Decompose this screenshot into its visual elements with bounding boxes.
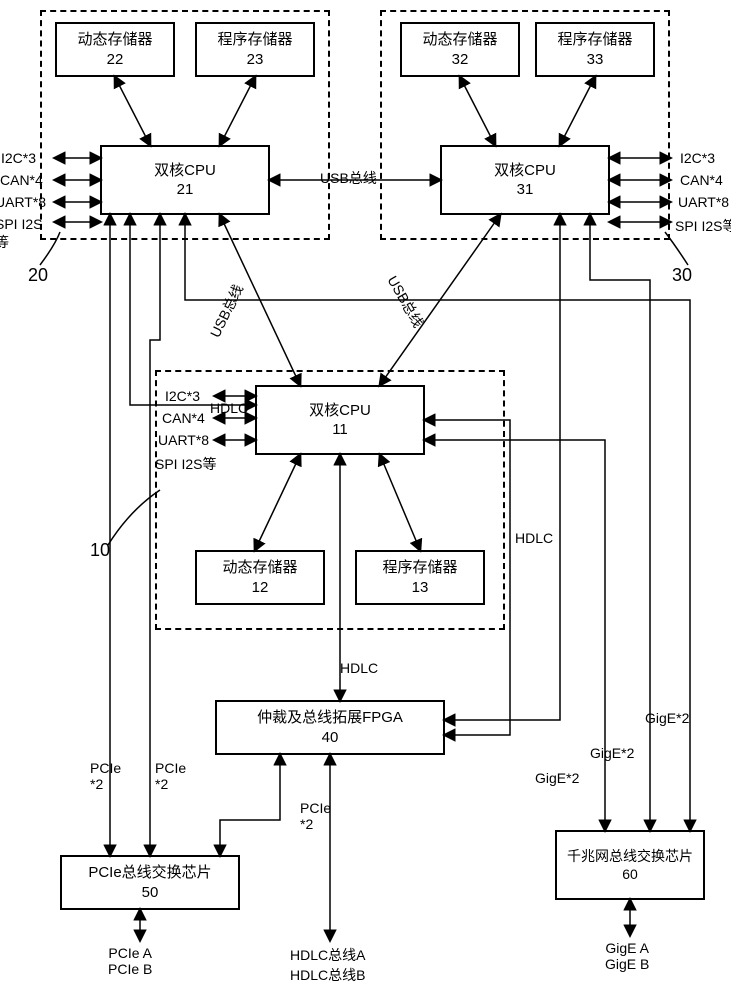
num: 13 (412, 578, 429, 598)
label: 动态存储器 (77, 30, 152, 50)
num: 33 (587, 50, 604, 70)
block-40: 仲裁及总线拓展FPGA 40 (215, 700, 445, 755)
ref-20: 20 (28, 265, 48, 286)
num: 50 (142, 883, 159, 903)
label: 程序存储器 (382, 558, 457, 578)
label: 动态存储器 (422, 30, 497, 50)
io-21-can: CAN*4 (0, 172, 43, 188)
out-hdlc: HDLC总线A HDLC总线B (290, 945, 365, 985)
label: 动态存储器 (222, 558, 297, 578)
io-21-spi: SPI I2S 等 (0, 216, 42, 252)
label: 程序存储器 (557, 30, 632, 50)
out-gige: GigE A GigE B (605, 940, 649, 972)
block-50: PCIe总线交换芯片 50 (60, 855, 240, 910)
io-21-uart: UART*8 (0, 194, 46, 210)
block-11: 双核CPU 11 (255, 385, 425, 455)
lbl-hdlc-mid: HDLC (340, 660, 378, 676)
lbl-usb-left: USB总线 (205, 281, 248, 341)
num: 11 (332, 420, 348, 440)
label: 双核CPU (494, 161, 556, 181)
io-31-spi: SPI I2S等 (675, 216, 731, 236)
label: 双核CPU (154, 161, 216, 181)
lbl-gige-c: GigE*2 (535, 770, 579, 786)
num: 22 (107, 50, 124, 70)
io-31-uart: UART*8 (678, 194, 729, 210)
block-12: 动态存储器 12 (195, 550, 325, 605)
io-11-uart: UART*8 (158, 432, 209, 448)
label: 程序存储器 (217, 30, 292, 50)
lbl-pcie-a: PCIe *2 (90, 760, 121, 792)
ref-10: 10 (90, 540, 110, 561)
block-23: 程序存储器 23 (195, 22, 315, 77)
lbl-gige-b: GigE*2 (590, 745, 634, 761)
num: 23 (247, 50, 264, 70)
io-11-can: CAN*4 (162, 410, 205, 426)
label: PCIe总线交换芯片 (88, 863, 211, 883)
lbl-pcie-f: PCIe *2 (300, 800, 331, 832)
label: 仲裁及总线拓展FPGA (257, 708, 403, 728)
block-33: 程序存储器 33 (535, 22, 655, 77)
block-60: 千兆网总线交换芯片 60 (555, 830, 705, 900)
io-31-i2c: I2C*3 (680, 150, 715, 166)
out-pcie: PCIe A PCIe B (108, 945, 152, 977)
num: 40 (322, 728, 339, 748)
ref-30: 30 (672, 265, 692, 286)
num: 32 (452, 50, 469, 70)
label: 千兆网总线交换芯片 (567, 847, 693, 865)
block-31: 双核CPU 31 (440, 145, 610, 215)
io-11-spi: SPI I2S等 (155, 454, 216, 474)
num: 21 (177, 180, 194, 200)
block-21: 双核CPU 21 (100, 145, 270, 215)
lbl-hdlc-l: HDLC (210, 400, 248, 416)
io-31-can: CAN*4 (680, 172, 723, 188)
lbl-usb-mid: USB总线 (320, 168, 377, 188)
lbl-hdlc-right: HDLC (515, 530, 553, 546)
io-11-i2c: I2C*3 (165, 388, 200, 404)
num: 31 (517, 180, 534, 200)
lbl-usb-right: USB总线 (383, 272, 429, 331)
label: 双核CPU (309, 401, 371, 421)
block-32: 动态存储器 32 (400, 22, 520, 77)
num: 12 (252, 578, 269, 598)
num: 60 (622, 865, 638, 883)
lbl-gige-a: GigE*2 (645, 710, 689, 726)
lbl-pcie-b: PCIe *2 (155, 760, 186, 792)
block-13: 程序存储器 13 (355, 550, 485, 605)
io-21-i2c: I2C*3 (1, 150, 36, 166)
block-22: 动态存储器 22 (55, 22, 175, 77)
